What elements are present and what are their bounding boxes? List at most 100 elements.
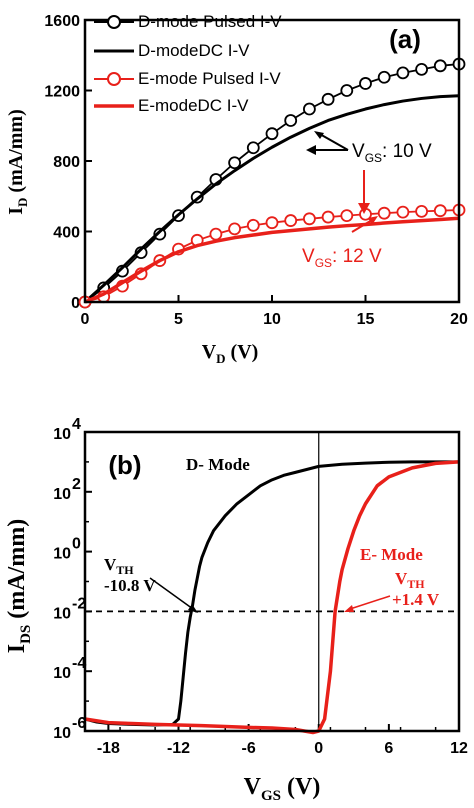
panel-b-label: (b) xyxy=(108,450,141,480)
a-point-e-mode-pulsed-i-v xyxy=(209,227,223,241)
a-point-e-mode-pulsed-i-v xyxy=(377,206,391,220)
a-point-e-mode-pulsed-i-v xyxy=(321,210,335,224)
panel-a-label: (a) xyxy=(389,24,421,54)
b-ytick-label: 10 xyxy=(53,546,71,563)
ann-vgs12-main: V xyxy=(302,246,315,267)
b-ytick-label: 10 xyxy=(53,665,71,682)
ann-vgs12-sub: GS xyxy=(315,256,332,270)
panel-a-legend: D-mode Pulsed I-V D-modeDC I-V E-mode Pu… xyxy=(94,12,282,115)
annotation-vth-e: VTH +1.4 V xyxy=(344,569,440,612)
ann-vgs10-sub: GS xyxy=(365,151,382,165)
ann-vth-e-main: V xyxy=(395,569,408,588)
ann-vgs10-main: V xyxy=(352,141,365,162)
b-ytick-exponent: 2 xyxy=(72,476,81,493)
ann-vgs10-rest: : 10 V xyxy=(382,141,432,162)
a-point-e-mode-pulsed-i-v xyxy=(302,212,316,226)
legend-label-d-dc: D-modeDC I-V xyxy=(138,41,250,60)
b-xtick-label: -6 xyxy=(242,740,256,757)
a-point-d-mode-pulsed-i-v xyxy=(228,156,242,170)
b-ytick-exponent: 4 xyxy=(72,416,81,433)
a-point-e-mode-pulsed-i-v xyxy=(284,214,298,227)
a-point-d-mode-pulsed-i-v xyxy=(302,102,316,116)
ann-vth-d-sub: TH xyxy=(116,563,134,577)
a-xtick-label: 10 xyxy=(263,311,281,328)
a-xtick-label: 5 xyxy=(174,311,183,328)
annotation-vth-d: VTH -10.8 V xyxy=(104,555,198,613)
legend-entry-d-dc: D-modeDC I-V xyxy=(94,41,250,60)
a-xtick-label: 0 xyxy=(81,311,90,328)
svg-text:VGS: 12 V: VGS: 12 V xyxy=(302,246,382,270)
a-ytick-label: 800 xyxy=(53,154,80,171)
b-ytick-label: 10 xyxy=(53,605,71,622)
a-point-d-mode-pulsed-i-v xyxy=(340,84,354,97)
ann-vth-e-value: +1.4 V xyxy=(392,590,440,609)
a-series-line-e-modedc-i-v xyxy=(84,216,460,304)
legend-entry-e-pulsed: E-mode Pulsed I-V xyxy=(94,69,281,88)
a-point-d-mode-pulsed-i-v xyxy=(153,227,167,241)
ann-vth-e-sub: TH xyxy=(407,577,425,591)
a-point-e-mode-pulsed-i-v xyxy=(415,205,429,218)
b-ytick-label: 10 xyxy=(53,725,71,742)
panel-b-xlabel: VGS (V) xyxy=(244,774,321,804)
a-point-e-mode-pulsed-i-v xyxy=(396,205,410,219)
a-point-e-mode-pulsed-i-v xyxy=(265,216,279,230)
ann-vth-d-value: -10.8 V xyxy=(104,576,156,595)
legend-marker-e-pulsed xyxy=(107,72,121,86)
legend-label-e-pulsed: E-mode Pulsed I-V xyxy=(138,69,281,88)
a-ytick-label: 0 xyxy=(71,295,80,312)
a-xtick-label: 15 xyxy=(357,311,375,328)
panel-b-frame xyxy=(83,430,461,733)
annotation-vgs-10: VGS: 10 V xyxy=(306,131,432,165)
b-xtick-label: 0 xyxy=(314,740,323,757)
a-point-d-mode-pulsed-i-v xyxy=(359,77,372,90)
a-ytick-label: 1200 xyxy=(44,84,80,101)
svg-text:VTH: VTH xyxy=(395,569,425,591)
b-ytick-exponent: -4 xyxy=(72,655,86,672)
a-series-line-d-modedc-i-v xyxy=(83,94,460,304)
b-xtick-label: -18 xyxy=(97,740,120,757)
legend-label-d-pulsed: D-mode Pulsed I-V xyxy=(138,12,282,31)
a-point-d-mode-pulsed-i-v xyxy=(415,62,429,76)
b-xtick-label: 12 xyxy=(450,740,468,757)
series-label-d-mode: D- Mode xyxy=(186,455,250,474)
legend-marker-d-pulsed xyxy=(107,15,121,29)
svg-text:VTH: VTH xyxy=(104,555,134,577)
panel-b-series xyxy=(84,460,460,735)
a-point-d-mode-pulsed-i-v xyxy=(396,66,410,80)
a-point-e-mode-pulsed-i-v xyxy=(340,209,354,223)
a-point-e-mode-pulsed-i-v xyxy=(246,218,260,232)
b-series-line-d-mode xyxy=(84,460,459,727)
a-point-d-mode-pulsed-i-v xyxy=(284,114,298,127)
b-ytick-label: 10 xyxy=(53,486,71,503)
legend-entry-e-dc: E-modeDC I-V xyxy=(94,96,249,115)
a-point-d-mode-pulsed-i-v xyxy=(321,92,335,106)
a-xtick-label: 20 xyxy=(450,311,468,328)
panel-a-frame xyxy=(83,18,461,304)
panel-a: 0 5 10 15 20 0 400 800 1200 1600 (a) D-mode Pulse… xyxy=(5,12,468,366)
a-ytick-label: 1600 xyxy=(44,13,80,30)
b-ytick-exponent: -2 xyxy=(72,595,86,612)
a-point-e-mode-pulsed-i-v xyxy=(228,222,242,236)
panel-a-series xyxy=(78,57,466,309)
series-label-e-mode: E- Mode xyxy=(360,545,423,564)
ann-vgs12-rest: : 12 V xyxy=(332,246,382,267)
a-point-e-mode-pulsed-i-v xyxy=(433,204,447,218)
b-xtick-label: 6 xyxy=(384,740,393,757)
a-point-d-mode-pulsed-i-v xyxy=(377,70,391,84)
ann-vth-d-main: V xyxy=(104,555,117,574)
a-point-d-mode-pulsed-i-v xyxy=(433,59,447,73)
svg-text:VGS: 10 V: VGS: 10 V xyxy=(352,141,432,165)
a-ytick-label: 400 xyxy=(53,225,80,242)
panel-a-ticks: 0 5 10 15 20 0 400 800 1200 1600 xyxy=(44,13,468,328)
panel-b-ylabel: IDS (mA/mm) xyxy=(4,519,34,654)
legend-entry-d-pulsed: D-mode Pulsed I-V xyxy=(94,12,282,31)
panel-a-xlabel: VD (V) xyxy=(202,341,259,366)
b-xtick-label: -12 xyxy=(167,740,190,757)
panel-a-ylabel: ID (mA/mm) xyxy=(5,109,30,215)
b-ytick-exponent: 0 xyxy=(72,536,81,553)
a-point-d-mode-pulsed-i-v xyxy=(246,141,260,155)
annotation-vgs-12: VGS: 12 V xyxy=(302,170,382,270)
